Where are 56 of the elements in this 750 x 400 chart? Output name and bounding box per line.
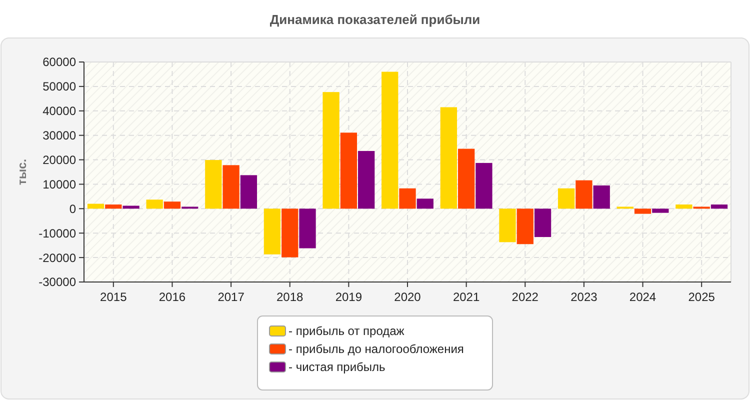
- y-tick-label: -20000: [38, 250, 76, 265]
- legend-label: - чистая прибыль: [288, 360, 386, 374]
- x-tick-label: 2023: [570, 290, 598, 304]
- y-tick-label: 60000: [42, 55, 76, 70]
- y-tick-label: 50000: [42, 80, 76, 94]
- bar: [164, 202, 181, 209]
- bar: [399, 188, 416, 209]
- bar: [122, 206, 140, 209]
- bar: [416, 198, 434, 209]
- x-tick-label: 2021: [452, 290, 480, 304]
- chart-title: Динамика показателей прибыли: [270, 12, 480, 27]
- bar: [558, 188, 575, 209]
- bar: [516, 208, 534, 244]
- x-tick-label: 2019: [335, 290, 362, 304]
- bar: [146, 200, 163, 209]
- legend-label: - прибыль до налогообложения: [288, 342, 464, 356]
- bar: [534, 208, 552, 238]
- legend-label: - прибыль от продаж: [288, 324, 404, 338]
- x-tick-label: 2018: [276, 290, 304, 304]
- y-tick-label: 10000: [42, 177, 76, 192]
- y-tick-label: -30000: [38, 275, 76, 290]
- bar: [340, 132, 358, 209]
- bar: [576, 180, 592, 209]
- x-tick-label: 2022: [512, 290, 539, 304]
- bar: [299, 208, 316, 248]
- y-tick-label: 30000: [42, 128, 76, 143]
- bar: [476, 162, 492, 209]
- bar: [264, 208, 281, 254]
- y-tick-label: -10000: [38, 226, 76, 240]
- x-tick-label: 2024: [629, 290, 656, 304]
- bar: [440, 107, 457, 209]
- bar: [105, 204, 122, 209]
- bar: [382, 72, 398, 209]
- bar: [358, 150, 375, 209]
- bar: [87, 204, 104, 209]
- y-tick-label: 20000: [42, 152, 76, 167]
- bar: [676, 204, 692, 209]
- bar: [322, 92, 340, 209]
- y-tick-label: 40000: [42, 104, 76, 118]
- bar: [710, 204, 728, 209]
- x-tick-label: 2020: [394, 290, 422, 304]
- bar: [634, 208, 652, 214]
- y-tick-label: 0: [69, 202, 76, 216]
- x-tick-label: 2015: [100, 290, 128, 304]
- bar: [499, 208, 516, 242]
- y-axis-title: тыс.: [15, 158, 29, 186]
- bar: [458, 148, 475, 209]
- bar: [593, 185, 610, 209]
- bar: [282, 208, 298, 258]
- bar: [222, 165, 240, 209]
- bar: [240, 175, 258, 209]
- x-tick-label: 2016: [158, 290, 186, 304]
- bar: [205, 160, 222, 209]
- bar: [652, 208, 669, 213]
- x-tick-label: 2025: [688, 290, 716, 304]
- x-tick-label: 2017: [218, 290, 245, 304]
